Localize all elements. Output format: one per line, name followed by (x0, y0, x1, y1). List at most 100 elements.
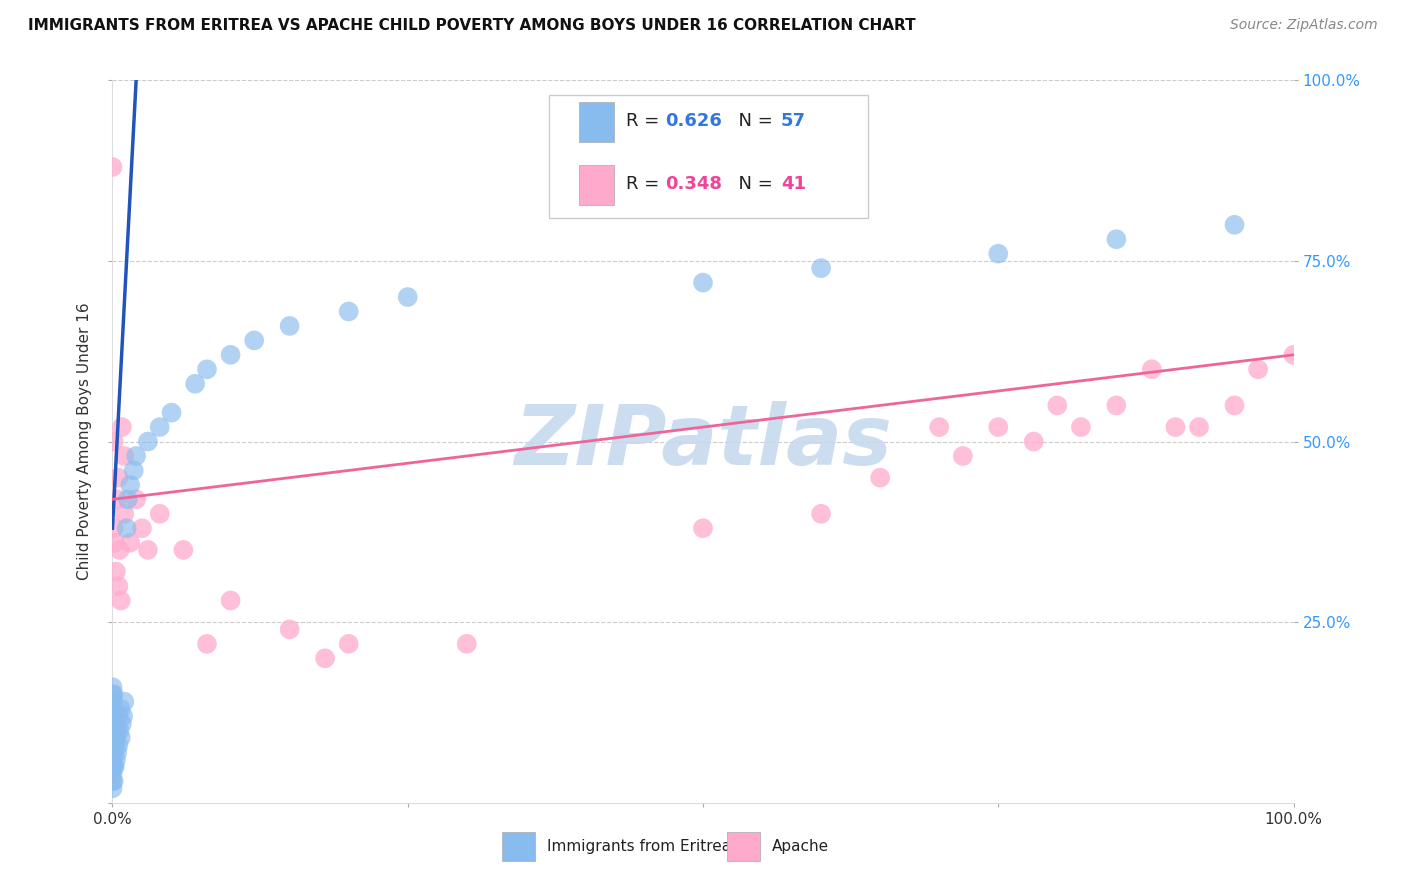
Point (125, 449, 148, 463)
Point (105, 731, 128, 745)
Point (101, 745, 124, 759)
Text: Immigrants from Eritrea: Immigrants from Eritrea (547, 838, 731, 854)
Point (105, 745, 128, 759)
Point (105, 492, 128, 507)
Point (101, 767, 124, 781)
Point (172, 542, 194, 557)
Point (125, 492, 148, 507)
Point (120, 478, 142, 492)
Point (1140, 362, 1163, 376)
Point (122, 463, 145, 477)
Point (1188, 420, 1211, 434)
Point (103, 702, 125, 716)
Point (104, 738, 127, 752)
Point (107, 579, 129, 593)
Point (101, 680, 124, 694)
Point (105, 723, 128, 738)
Y-axis label: Child Poverty Among Boys Under 16: Child Poverty Among Boys Under 16 (77, 302, 93, 581)
Point (1070, 420, 1092, 434)
Point (869, 470, 891, 484)
Point (107, 470, 129, 484)
Point (278, 318, 301, 333)
Point (103, 716, 125, 731)
Point (108, 542, 131, 557)
Text: N =: N = (727, 176, 778, 194)
Point (219, 348, 242, 362)
Point (810, 507, 832, 521)
Point (692, 521, 714, 535)
Point (117, 492, 139, 507)
Point (195, 637, 218, 651)
Point (120, 535, 142, 549)
Point (810, 261, 832, 276)
Point (103, 745, 125, 759)
Point (103, 521, 125, 535)
Point (107, 738, 129, 752)
Point (952, 449, 974, 463)
Point (314, 651, 336, 665)
Point (105, 752, 128, 766)
Point (101, 781, 124, 796)
Point (112, 507, 135, 521)
Point (101, 760, 124, 774)
FancyBboxPatch shape (502, 831, 536, 861)
Point (278, 623, 301, 637)
Point (396, 290, 419, 304)
Text: 57: 57 (780, 112, 806, 130)
Text: Source: ZipAtlas.com: Source: ZipAtlas.com (1230, 18, 1378, 32)
Point (101, 687, 124, 701)
Point (1105, 398, 1128, 412)
Point (101, 723, 124, 738)
Point (112, 695, 135, 709)
Point (101, 160, 124, 174)
Point (110, 593, 132, 607)
Point (110, 702, 132, 716)
Point (987, 420, 1010, 434)
Point (104, 760, 127, 774)
Text: N =: N = (727, 112, 778, 130)
FancyBboxPatch shape (550, 95, 869, 218)
Point (1022, 434, 1045, 449)
Point (101, 738, 124, 752)
FancyBboxPatch shape (579, 102, 614, 142)
Point (101, 731, 124, 745)
Point (101, 709, 124, 723)
Point (219, 593, 242, 607)
Text: 0.348: 0.348 (665, 176, 723, 194)
Point (195, 362, 218, 376)
Point (149, 507, 172, 521)
Point (337, 304, 360, 318)
Point (456, 637, 478, 651)
Point (112, 449, 135, 463)
Point (1046, 398, 1069, 412)
Text: ZIPatlas: ZIPatlas (515, 401, 891, 482)
Point (1282, 348, 1305, 362)
Point (149, 420, 172, 434)
FancyBboxPatch shape (579, 165, 614, 204)
Point (101, 752, 124, 766)
Point (136, 434, 159, 449)
FancyBboxPatch shape (727, 831, 759, 861)
Point (987, 246, 1010, 260)
Point (105, 565, 128, 579)
Point (104, 716, 127, 731)
Point (928, 420, 950, 434)
Point (111, 716, 134, 731)
Text: Apache: Apache (772, 838, 828, 854)
Text: R =: R = (626, 112, 665, 130)
Point (103, 434, 125, 449)
Point (101, 702, 124, 716)
Point (112, 709, 135, 723)
Point (103, 760, 125, 774)
Point (1247, 362, 1270, 376)
Text: 0.626: 0.626 (665, 112, 723, 130)
Point (108, 723, 131, 738)
Point (337, 637, 360, 651)
Point (692, 276, 714, 290)
Point (243, 334, 266, 348)
Point (104, 535, 127, 549)
Text: IMMIGRANTS FROM ERITREA VS APACHE CHILD POVERTY AMONG BOYS UNDER 16 CORRELATION : IMMIGRANTS FROM ERITREA VS APACHE CHILD … (28, 18, 915, 33)
Point (136, 542, 159, 557)
Point (101, 774, 124, 789)
Point (1164, 420, 1187, 434)
